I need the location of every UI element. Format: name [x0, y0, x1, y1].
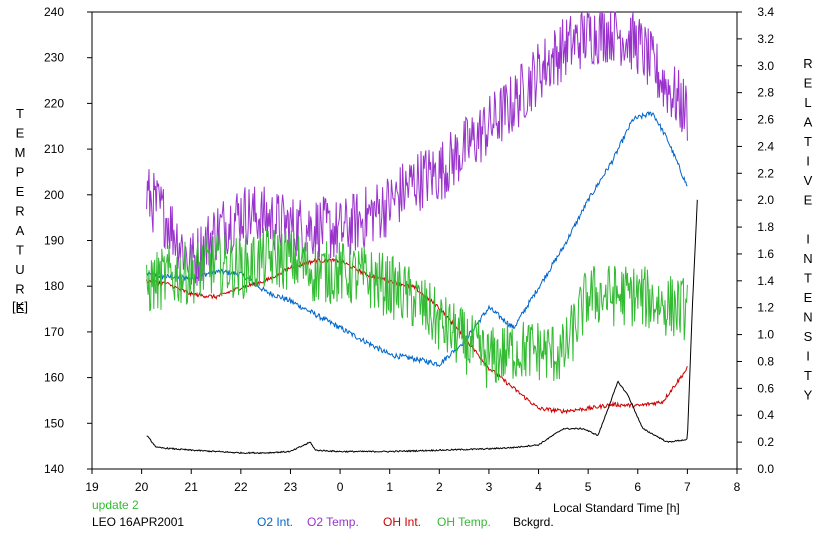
legend-oh-int: OH Int.: [383, 515, 421, 529]
y-right-tick-label: 1.2: [757, 301, 774, 315]
y-left-tick-label: 180: [44, 279, 64, 293]
y-right-tick-label: 2.0: [757, 193, 774, 207]
series-o2-int: [146, 111, 688, 368]
series-bckgrd: [146, 199, 698, 455]
y-right-tick-label: 2.2: [757, 166, 774, 180]
dataset-label: LEO 16APR2001: [92, 515, 184, 529]
y-right-tick-label: 2.4: [757, 139, 774, 153]
y-right-tick-label: 0.2: [757, 435, 774, 449]
series-o2-temp: [146, 11, 688, 286]
y-right-tick-label: 0.6: [757, 381, 774, 395]
x-tick-label: 1: [386, 480, 393, 494]
y-right-tick-label: 2.8: [757, 86, 774, 100]
y-right-tick-label: 0.8: [757, 354, 774, 368]
x-tick-label: 4: [535, 480, 542, 494]
x-tick-label: 19: [85, 480, 99, 494]
x-tick-label: 23: [284, 480, 298, 494]
y-left-tick-label: 190: [44, 234, 64, 248]
y-right-tick-label: 1.6: [757, 247, 774, 261]
y-right-tick-label: 1.4: [757, 274, 774, 288]
y-right-tick-label: 0.0: [757, 462, 774, 476]
y-right-tick-label: 3.4: [757, 5, 774, 19]
left-axis-unit: [K]: [12, 299, 28, 314]
update-label: update 2: [92, 498, 139, 512]
y-left-tick-label: 150: [44, 416, 64, 430]
y-left-tick-label: 210: [44, 142, 64, 156]
legend: O2 Int. O2 Temp. OH Int. OH Temp. Bckgrd.: [257, 515, 554, 529]
legend-bckgrd: Bckgrd.: [513, 515, 554, 529]
x-tick-label: 3: [486, 480, 493, 494]
x-tick-label: 2: [436, 480, 443, 494]
legend-oh-temp: OH Temp.: [437, 515, 491, 529]
y-left-tick-label: 200: [44, 188, 64, 202]
x-tick-label: 6: [634, 480, 641, 494]
plot-frame: [91, 11, 738, 470]
y-left-tick-label: 170: [44, 325, 64, 339]
y-left-tick-label: 160: [44, 371, 64, 385]
y-left-tick-label: 140: [44, 462, 64, 476]
series-oh-temp: [146, 227, 688, 389]
legend-o2-temp: O2 Temp.: [307, 515, 359, 529]
y-right-tick-label: 1.0: [757, 328, 774, 342]
y-left-tick-label: 230: [44, 51, 64, 65]
y-left-tick-label: 220: [44, 96, 64, 110]
y-right-tick-label: 3.0: [757, 59, 774, 73]
y-right-tick-label: 2.6: [757, 113, 774, 127]
x-tick-label: 7: [684, 480, 691, 494]
series-layer: [146, 11, 698, 455]
x-tick-label: 5: [585, 480, 592, 494]
x-tick-label: 20: [135, 480, 149, 494]
y-right-tick-label: 0.4: [757, 408, 774, 422]
y-right-tick-label: 1.8: [757, 220, 774, 234]
x-tick-label: 22: [234, 480, 248, 494]
x-tick-label: 8: [734, 480, 741, 494]
y-right-tick-label: 3.2: [757, 32, 774, 46]
x-tick-label: 0: [337, 480, 344, 494]
x-tick-label: 21: [185, 480, 199, 494]
legend-o2-int: O2 Int.: [257, 515, 293, 529]
y-left-tick-label: 240: [44, 5, 64, 19]
x-axis-label: Local Standard Time [h]: [553, 501, 680, 515]
